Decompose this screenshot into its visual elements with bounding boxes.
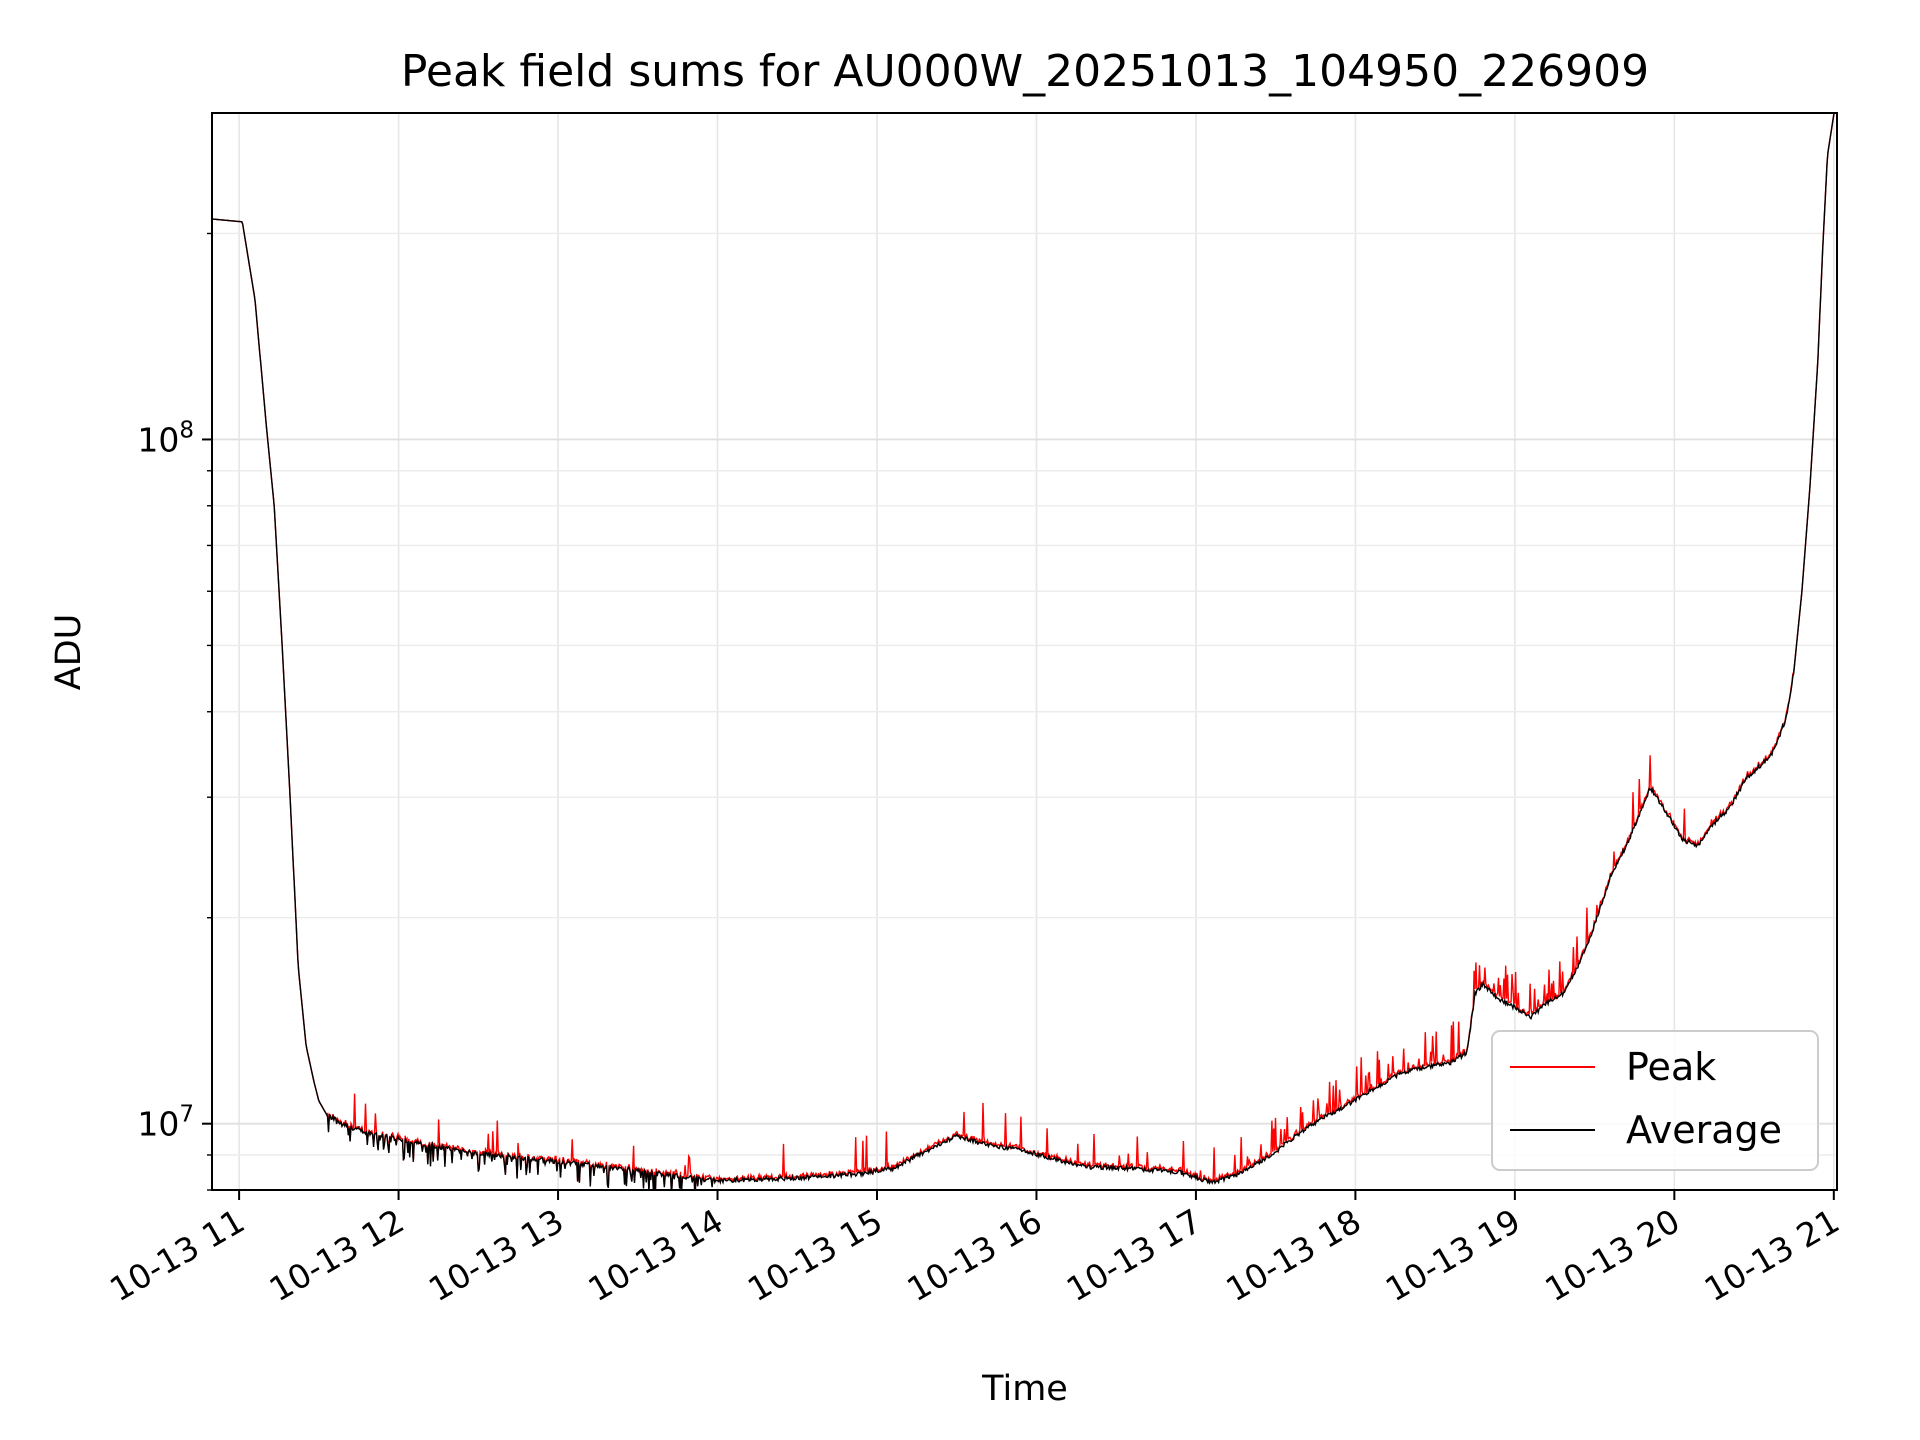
legend-label-average: Average	[1626, 1108, 1782, 1152]
series-lines	[212, 113, 1835, 1190]
grid-lines	[212, 113, 1837, 1191]
legend-box	[1491, 1030, 1819, 1171]
x-axis-label: Time	[981, 1369, 1068, 1409]
chart-title: Peak field sums for AU000W_20251013_1049…	[401, 46, 1649, 97]
legend-label-peak: Peak	[1626, 1045, 1716, 1089]
y-tick-label-base: 10	[137, 1105, 179, 1144]
y-tick-label-base: 10	[137, 420, 179, 459]
y-tick-label-exponent: 7	[179, 1102, 194, 1128]
y-axis-label: ADU	[49, 614, 89, 691]
series-line-average	[212, 113, 1835, 1190]
legend: Peak Average	[1491, 1030, 1819, 1171]
plot-frame	[211, 112, 1838, 1191]
y-tick-label-exponent: 8	[179, 417, 194, 443]
y-tick-label: 107	[137, 1102, 194, 1144]
y-tick-label: 108	[137, 417, 194, 459]
